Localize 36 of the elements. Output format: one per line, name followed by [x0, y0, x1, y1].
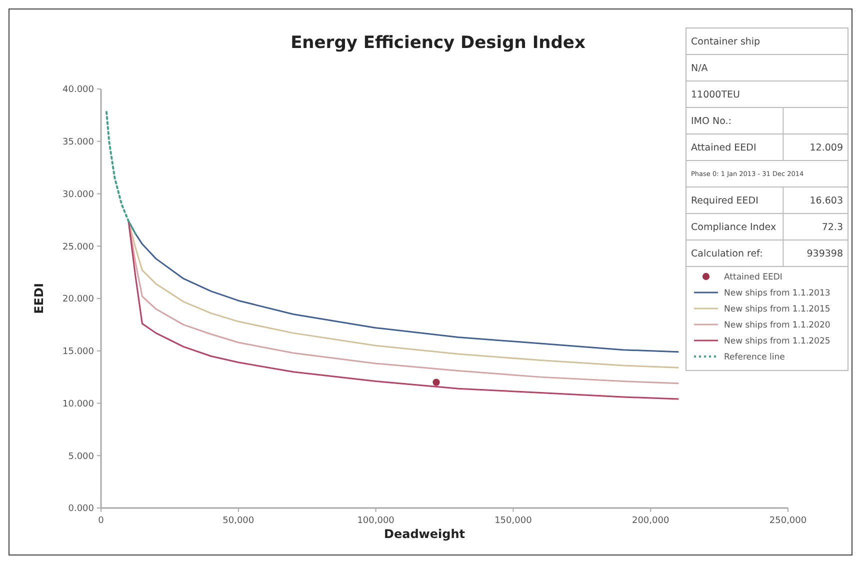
y-tick-label: 10.000 [62, 399, 94, 410]
y-tick-label: 20.000 [62, 294, 94, 305]
annotation: Compliance Index [691, 222, 776, 234]
chart-title: Energy Efficiency Design Index [290, 33, 586, 53]
annotation: 11000TEU [691, 90, 740, 101]
x-tick-label: 250,000 [769, 516, 807, 526]
text: 72.3 [822, 222, 843, 234]
annotation: Attained EEDI [691, 142, 756, 154]
legend-label: Reference line [724, 352, 785, 362]
legend-label: Attained EEDI [724, 272, 782, 282]
y-tick-label: 0.000 [68, 504, 94, 514]
x-tick-label: 0 [98, 516, 104, 526]
y-axis-title: EEDI [32, 283, 46, 314]
text: N/A [691, 63, 708, 74]
text: Container ship [691, 36, 760, 48]
text: 16.603 [810, 196, 843, 207]
y-tick-label: 5.000 [68, 452, 94, 462]
y-tick-label: 15.000 [62, 347, 94, 358]
legend-label: New ships from 1.1.2025 [724, 336, 830, 346]
x-tick-label: 200,000 [632, 516, 670, 526]
x-tick-label: 100,000 [357, 516, 395, 526]
text: 939398 [806, 248, 843, 260]
text: 12.009 [810, 142, 843, 154]
legend-label: New ships from 1.1.2020 [724, 320, 830, 330]
annotation: IMO No.: [691, 116, 732, 128]
y-tick-label: 25.000 [62, 242, 94, 252]
annotation: Required EEDI [691, 196, 758, 207]
y-tick-label: 30.000 [62, 190, 94, 200]
y-tick-label: 35.000 [62, 138, 94, 148]
legend-label: New ships from 1.1.2015 [724, 304, 830, 314]
legend-label: New ships from 1.1.2013 [724, 288, 830, 298]
x-tick-label: 150,000 [494, 516, 532, 526]
y-tick-label: 40.000 [62, 85, 94, 96]
x-tick-label: 50,000 [222, 516, 254, 526]
x-axis-title: Deadweight [384, 527, 466, 541]
annotation: Calculation ref: [691, 248, 763, 260]
